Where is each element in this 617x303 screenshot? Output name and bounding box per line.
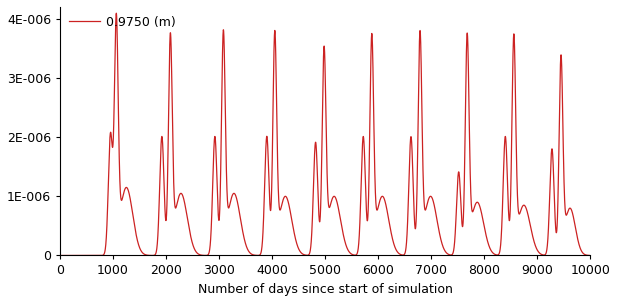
Line: 0.9750 (m): 0.9750 (m) (60, 13, 590, 255)
0.9750 (m) (160, 181, 168, 185)
Legend: 0.9750 (m): 0.9750 (m) (67, 13, 178, 31)
0.9750 (m) (56, 254, 64, 257)
0.9750 (m) (558, 80, 566, 83)
0.9750 (m) (88, 254, 96, 257)
0.9750 (m) (78, 254, 86, 257)
0.9750 (m) (586, 254, 594, 257)
0.9750 (m) (59, 254, 66, 257)
0.9750 (m) (112, 12, 120, 15)
X-axis label: Number of days since start of simulation: Number of days since start of simulation (197, 283, 452, 296)
0.9750 (m) (315, 218, 323, 222)
